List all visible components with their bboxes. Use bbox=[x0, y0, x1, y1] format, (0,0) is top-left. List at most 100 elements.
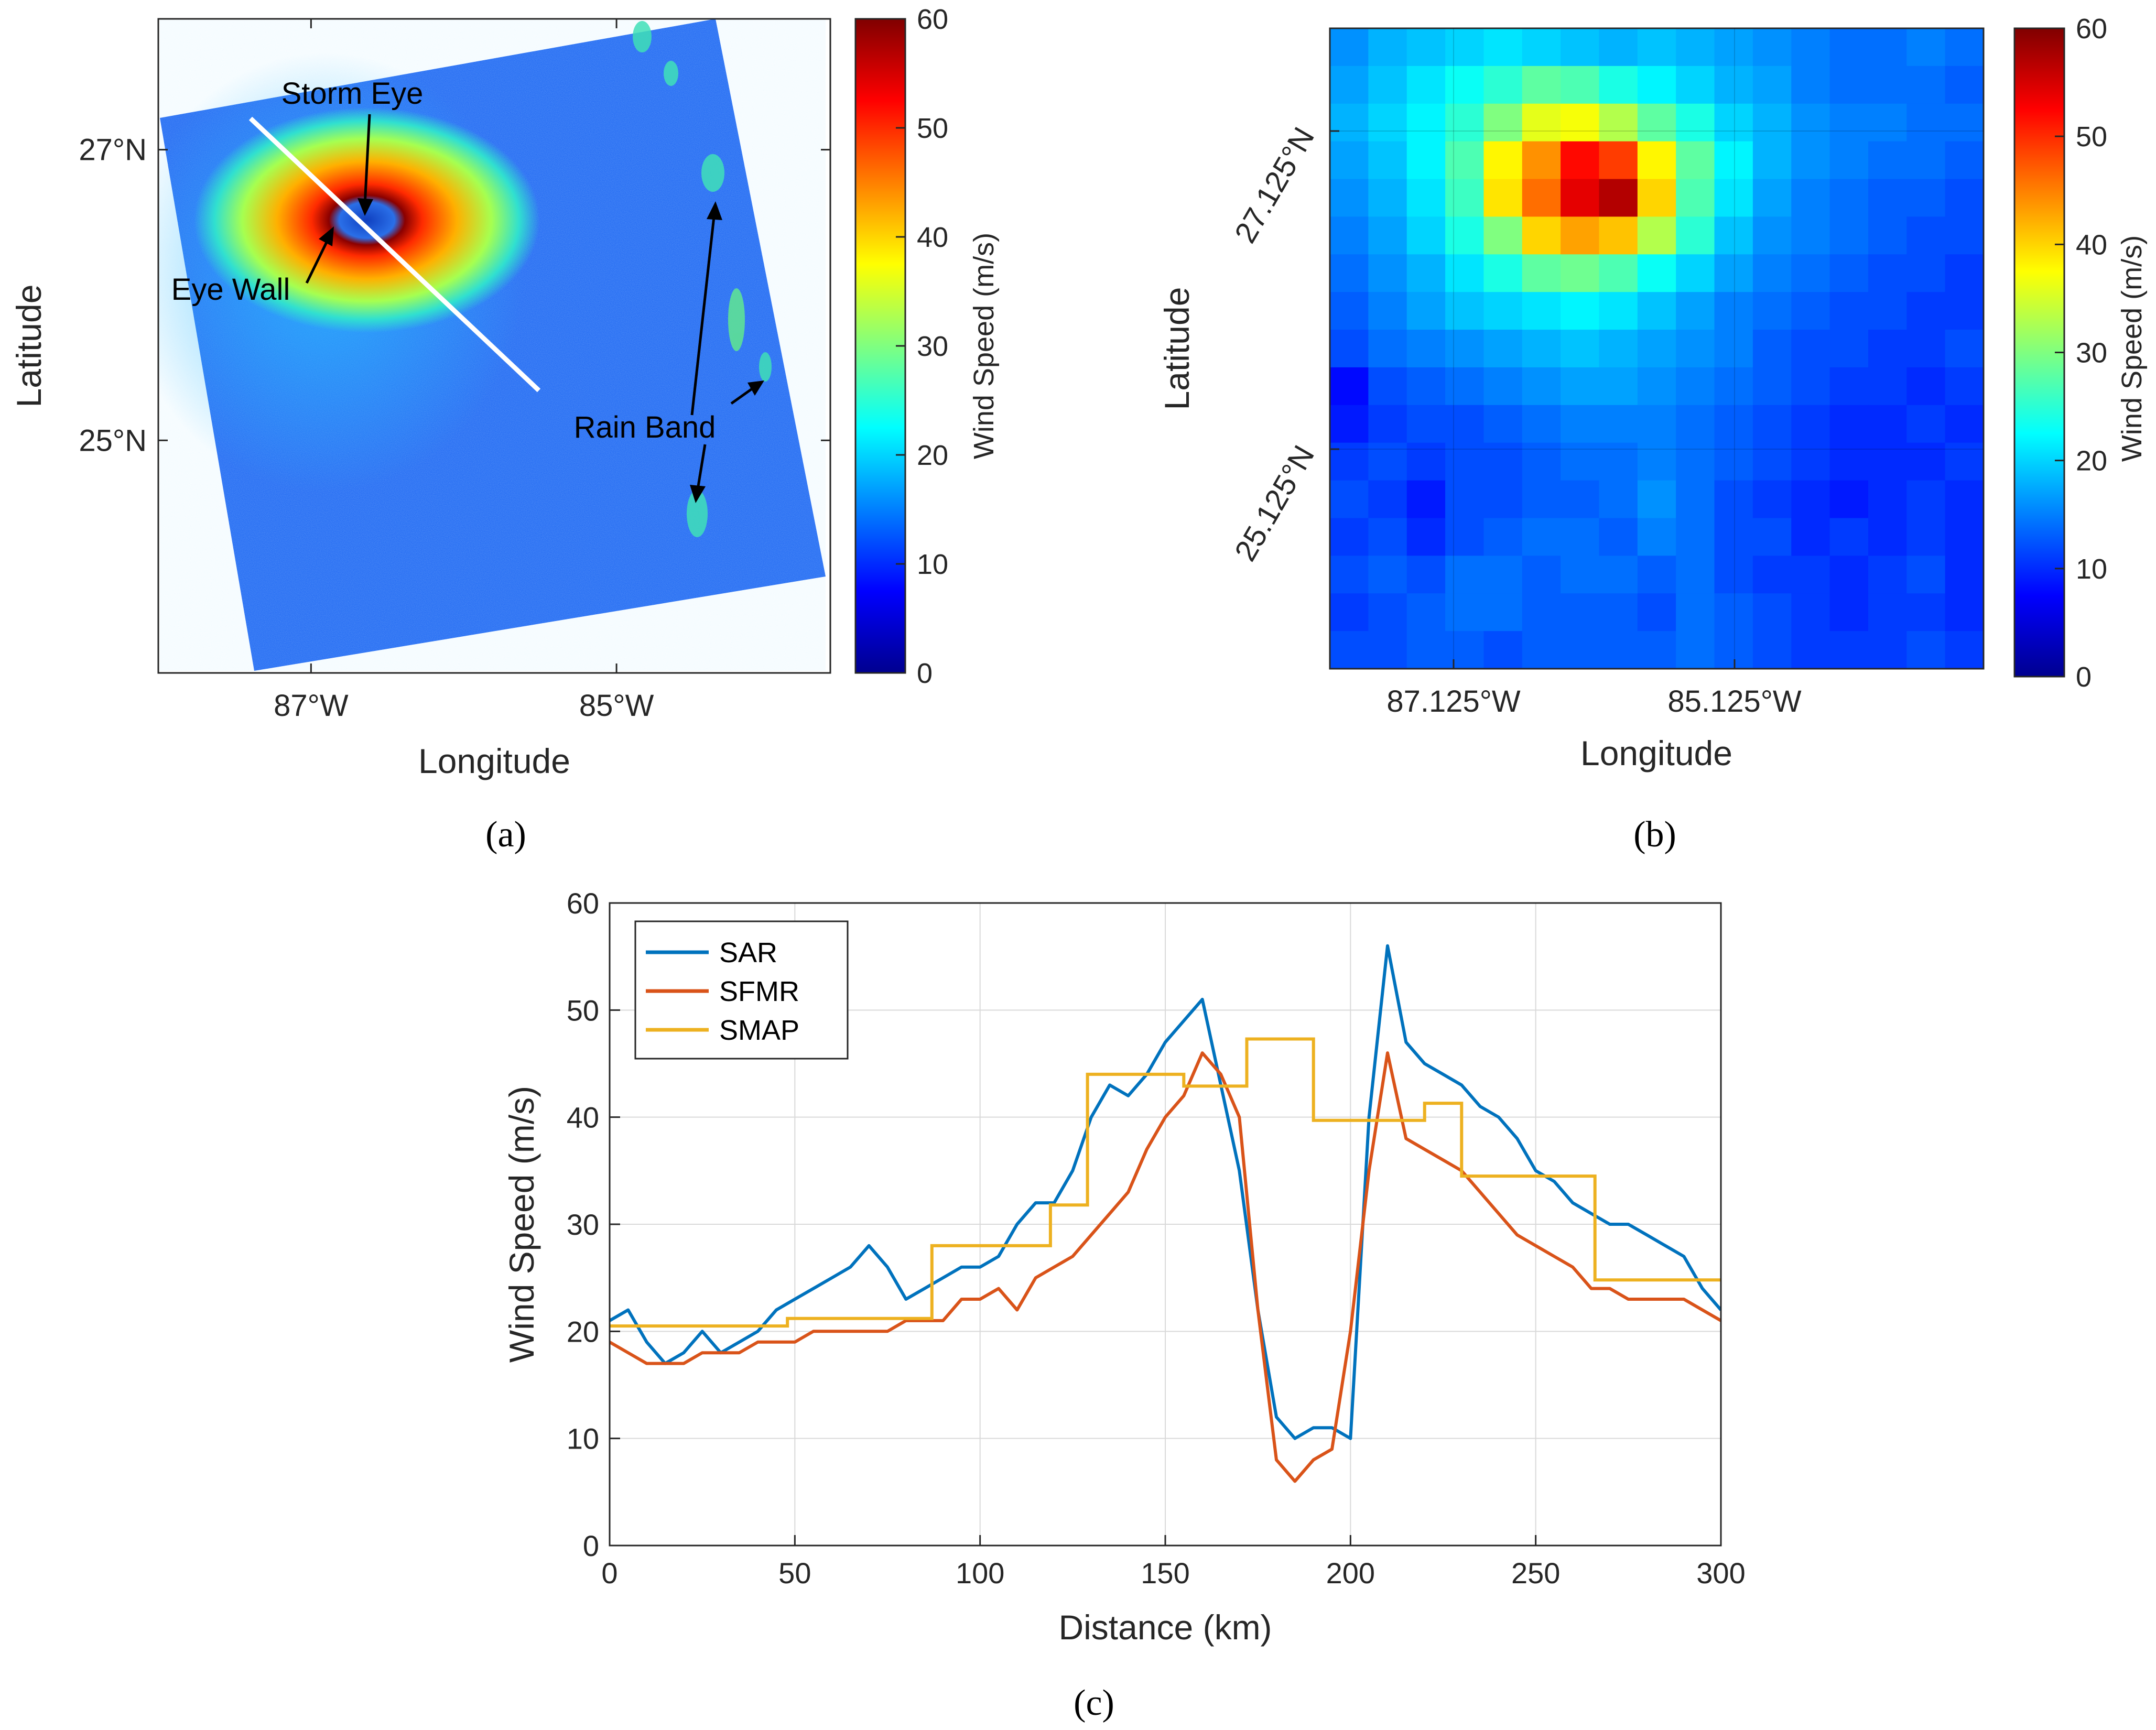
grid-cell bbox=[1561, 442, 1600, 481]
grid-cell bbox=[1945, 292, 1984, 330]
grid-cell bbox=[1752, 405, 1792, 443]
annotation-eye-wall: Eye Wall bbox=[171, 226, 334, 307]
grid-cell bbox=[1945, 28, 1984, 67]
grid-cell bbox=[1868, 518, 1907, 556]
grid-cell bbox=[1945, 103, 1984, 142]
x-tick-labels-a: 87°W 85°W bbox=[274, 689, 654, 723]
grid-cell bbox=[1561, 480, 1600, 519]
grid-cell bbox=[1945, 179, 1984, 217]
grid-cell bbox=[1483, 216, 1523, 255]
grid-cell bbox=[1906, 28, 1946, 67]
legend-label-smap: SMAP bbox=[719, 1015, 799, 1046]
ylabel-a: Latitude bbox=[9, 285, 48, 408]
grid-cell bbox=[1752, 631, 1792, 669]
grid-cell bbox=[1868, 631, 1907, 669]
grid-cell bbox=[1714, 518, 1753, 556]
grid-cell bbox=[1406, 66, 1446, 104]
grid-cell bbox=[1445, 556, 1485, 594]
grid-cell bbox=[1522, 103, 1561, 142]
grid-cell bbox=[1599, 405, 1638, 443]
grid-cell bbox=[1714, 28, 1753, 67]
grid-cell bbox=[1483, 631, 1523, 669]
grid-cell bbox=[1368, 66, 1407, 104]
grid-cell bbox=[1906, 216, 1946, 255]
colorbar-tick-label: 50 bbox=[917, 113, 948, 144]
grid-cell bbox=[1945, 330, 1984, 368]
grid-cell bbox=[1637, 103, 1676, 142]
grid-cell bbox=[1522, 405, 1561, 443]
legend[interactable]: SAR SFMR SMAP bbox=[634, 920, 849, 1060]
grid-cell bbox=[1561, 593, 1600, 632]
grid-cell bbox=[1561, 179, 1600, 217]
grid-cell bbox=[1522, 631, 1561, 669]
grid-cell bbox=[1714, 367, 1753, 406]
colorbar-tick-label: 10 bbox=[2076, 553, 2107, 585]
grid-cell bbox=[1791, 593, 1830, 632]
grid-cell bbox=[1599, 330, 1638, 368]
grid-cell bbox=[1868, 216, 1907, 255]
grid-cell bbox=[1945, 216, 1984, 255]
grid-cell bbox=[1561, 292, 1600, 330]
caption-a: (a) bbox=[485, 814, 526, 855]
grid-cell bbox=[1906, 330, 1946, 368]
grid-cell bbox=[1752, 556, 1792, 594]
grid-cell bbox=[1406, 556, 1446, 594]
panel-b: 87.125°W 85.125°W 27.125°N 25.125°N Longit… bbox=[1157, 13, 2148, 855]
grid-cell bbox=[1483, 141, 1523, 180]
grid-cell bbox=[1829, 631, 1869, 669]
grid-cell bbox=[1791, 631, 1830, 669]
grid-cell bbox=[1676, 480, 1715, 519]
grid-cell bbox=[1483, 292, 1523, 330]
grid-cell bbox=[1752, 593, 1792, 632]
grid-cell bbox=[1906, 556, 1946, 594]
grid-cell bbox=[1676, 292, 1715, 330]
grid-cell bbox=[1829, 330, 1869, 368]
grid-cell bbox=[1829, 367, 1869, 406]
grid-cell bbox=[1368, 103, 1407, 142]
grid-cell bbox=[1522, 556, 1561, 594]
grid-cell bbox=[1637, 442, 1676, 481]
grid-cell bbox=[1868, 405, 1907, 443]
grid-cell bbox=[1637, 593, 1676, 632]
grid-cell bbox=[1945, 66, 1984, 104]
grid-cell bbox=[1330, 556, 1369, 594]
grid-cell bbox=[1676, 66, 1715, 104]
y-tick-labels-b: 27.125°N 25.125°N bbox=[1228, 122, 1321, 567]
grid-cell bbox=[1791, 179, 1830, 217]
grid-cell bbox=[1368, 442, 1407, 481]
grid-cell bbox=[1752, 103, 1792, 142]
grid-cell bbox=[1829, 141, 1869, 180]
axis-ticks-b bbox=[1330, 28, 1984, 669]
colorbar-tick-label: 0 bbox=[2076, 661, 2092, 693]
grid-cell bbox=[1752, 28, 1792, 67]
y-tick-label: 10 bbox=[567, 1422, 599, 1455]
grid-cell bbox=[1676, 179, 1715, 217]
grid-cell bbox=[1330, 330, 1369, 368]
smap-grid-cells bbox=[1330, 28, 1984, 669]
grid-cell bbox=[1906, 179, 1946, 217]
series-line-sar bbox=[610, 944, 1721, 1440]
colorbar-tick-label: 20 bbox=[917, 440, 948, 471]
grid-cell bbox=[1829, 480, 1869, 519]
axes-frame-b bbox=[1329, 27, 1985, 670]
caption-c: (c) bbox=[1074, 1683, 1114, 1723]
colorbar-tick-label: 60 bbox=[917, 4, 948, 35]
grid-cell bbox=[1445, 405, 1485, 443]
grid-cell bbox=[1406, 254, 1446, 292]
grid-cell bbox=[1752, 216, 1792, 255]
axis-ticks-c bbox=[609, 902, 1722, 1547]
grid-cell bbox=[1368, 480, 1407, 519]
grid-cell bbox=[1330, 367, 1369, 406]
grid-cell bbox=[1483, 405, 1523, 443]
grid-cell bbox=[1368, 28, 1407, 67]
grid-cell bbox=[1868, 330, 1907, 368]
x-tick-label: 50 bbox=[778, 1557, 811, 1590]
grid-cell bbox=[1483, 66, 1523, 104]
colorbar-label-b: Wind Speed (m/s) bbox=[2116, 235, 2148, 462]
grid-cell bbox=[1829, 442, 1869, 481]
grid-cell bbox=[1368, 330, 1407, 368]
grid-cell bbox=[1752, 480, 1792, 519]
grid-cell bbox=[1752, 292, 1792, 330]
grid-cell bbox=[1945, 593, 1984, 632]
grid-cell bbox=[1445, 480, 1485, 519]
